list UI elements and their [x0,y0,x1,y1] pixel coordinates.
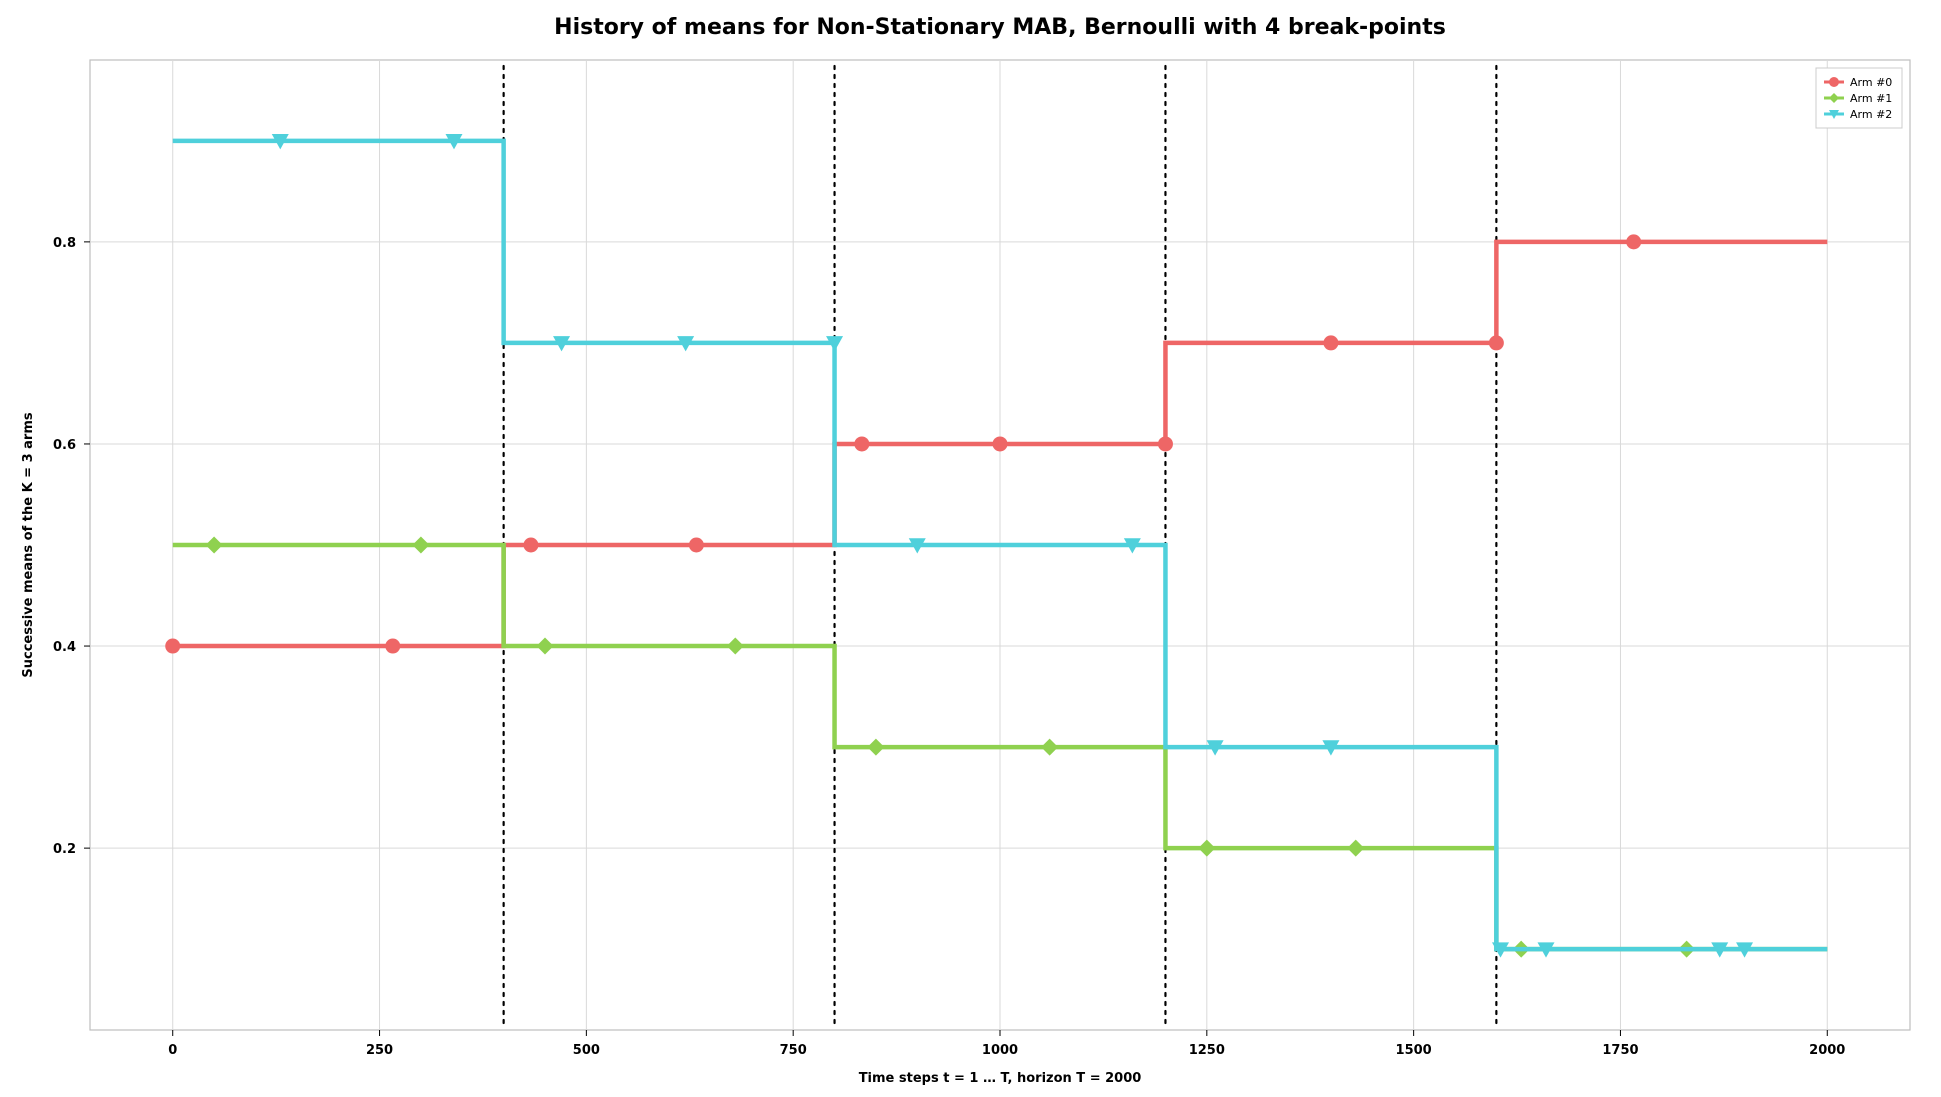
legend: Arm #0 Arm #1 Arm #2 [1816,68,1902,128]
y-tick-label: 0.6 [53,438,76,453]
marker-circle [689,538,704,553]
marker-circle [1829,77,1839,87]
marker-circle [385,639,400,654]
x-axis-label: Time steps t = 1 … T, horizon T = 2000 [859,1071,1142,1086]
mab-step-chart: 0 250 500 750 1000 1250 1500 1750 2000 0.2 0.4 0.6 0… [0,0,1941,1097]
marker-circle [854,436,869,451]
chart-title: History of means for Non-Stationary MAB,… [554,15,1446,40]
y-tick-label: 0.2 [53,842,76,857]
x-tick-label: 1500 [1396,1043,1432,1058]
x-tick-label: 1750 [1602,1043,1638,1058]
marker-circle [523,538,538,553]
y-tick-label: 0.8 [53,236,76,251]
marker-circle [1323,335,1338,350]
marker-circle [165,639,180,654]
x-tick-label: 2000 [1809,1043,1845,1058]
x-tick-label: 250 [366,1043,393,1058]
y-tick-label: 0.4 [53,640,76,655]
chart-container: 0 250 500 750 1000 1250 1500 1750 2000 0.2 0.4 0.6 0… [0,0,1941,1097]
y-axis-label: Successive means of the K = 3 arms [21,412,36,677]
legend-label: Arm #2 [1850,108,1892,121]
marker-circle [993,436,1008,451]
x-tick-label: 500 [573,1043,600,1058]
x-tick-label: 1000 [982,1043,1018,1058]
marker-circle [1626,234,1641,249]
legend-label: Arm #0 [1850,76,1892,89]
x-tick-label: 1250 [1189,1043,1225,1058]
x-tick-label: 750 [780,1043,807,1058]
marker-circle [1158,436,1173,451]
x-tick-label: 0 [168,1043,177,1058]
chart-bg [0,0,1941,1097]
legend-label: Arm #1 [1850,92,1892,105]
marker-circle [1489,335,1504,350]
